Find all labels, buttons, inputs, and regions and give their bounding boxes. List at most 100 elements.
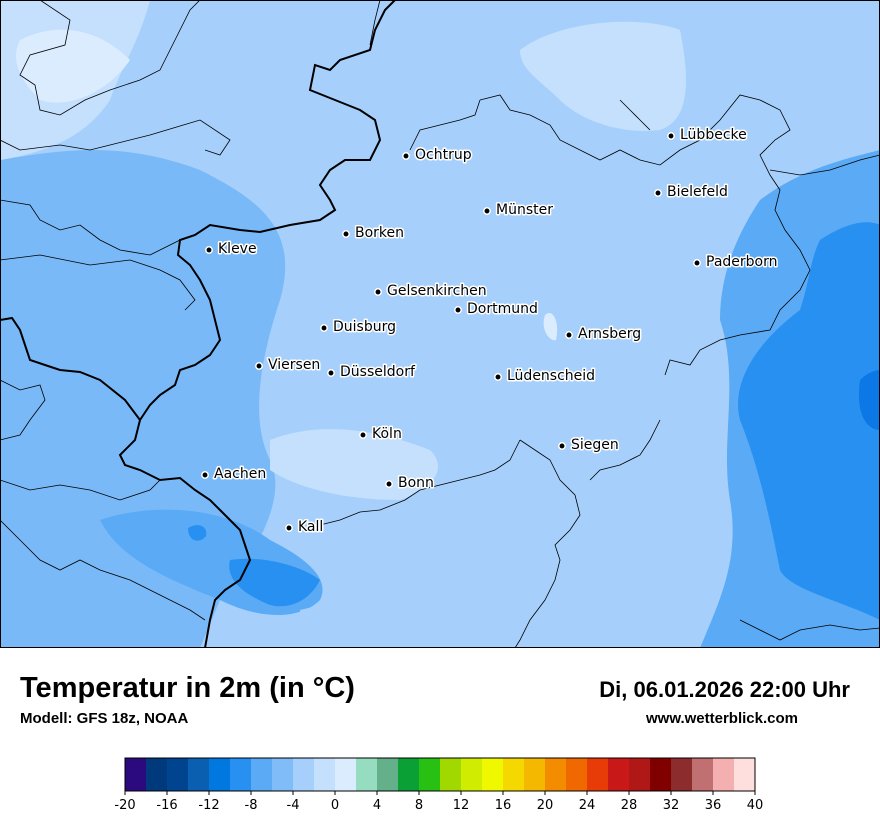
city-label: Aachen	[214, 466, 266, 482]
legend-tick-label: 40	[747, 798, 764, 813]
city-viersen: Viersen	[255, 356, 322, 375]
city-koeln: Köln	[359, 425, 403, 444]
legend-swatch	[440, 758, 462, 791]
legend-frame	[124, 757, 756, 792]
city-label: Kleve	[218, 241, 257, 257]
city-siegen: Siegen	[558, 436, 620, 455]
temperature-zone-eifel-cold	[229, 558, 320, 607]
legend-tick-label: -20	[115, 798, 136, 813]
temperature-zone-rhine	[270, 429, 439, 500]
city-label: Köln	[372, 426, 402, 442]
legend-tick-label: 28	[621, 798, 638, 813]
legend-tick-label: 36	[705, 798, 722, 813]
legend-swatch	[734, 758, 756, 791]
city-muenster: Münster	[483, 201, 555, 220]
legend-tick-label: 8	[415, 798, 423, 813]
city-duesseldorf: Düsseldorf	[327, 363, 417, 382]
legend-swatch	[419, 758, 441, 791]
city-duisburg: Duisburg	[320, 318, 398, 337]
temperature-zone-eifel-spot	[188, 525, 207, 541]
legend-swatch	[230, 758, 252, 791]
city-label: Kall	[298, 519, 323, 535]
legend-swatch	[377, 758, 399, 791]
legend-tick-label: 12	[453, 798, 470, 813]
legend-swatch	[692, 758, 714, 791]
legend-tick-label: 16	[495, 798, 512, 813]
legend-tick-label: -4	[287, 798, 300, 813]
temperature-zone-northwest-light	[16, 29, 131, 103]
temperature-zone-north	[520, 21, 686, 131]
legend-swatch	[713, 758, 735, 791]
city-label: Bielefeld	[667, 184, 728, 200]
legend-swatch	[251, 758, 273, 791]
regional-borders	[0, 0, 880, 648]
city-label: Siegen	[571, 437, 619, 453]
temperature-zone-south	[300, 599, 540, 648]
legend-tick-label: 0	[331, 798, 339, 813]
city-gelsenkirchen: Gelsenkirchen	[374, 282, 488, 301]
legend-swatch	[272, 758, 294, 791]
model-info: Modell: GFS 18z, NOAA	[20, 710, 189, 727]
city-bielefeld: Bielefeld	[654, 183, 729, 202]
legend-swatches	[125, 758, 756, 791]
national-border	[118, 0, 396, 648]
forecast-datetime: Di, 06.01.2026 22:00 Uhr	[599, 677, 850, 702]
city-dortmund: Dortmund	[454, 300, 539, 319]
city-label: Viersen	[268, 357, 320, 373]
legend-swatch	[125, 758, 147, 791]
city-markers: Lübbecke Ochtrup Bielefeld Münster Borke…	[201, 126, 779, 537]
national-border-nl-be	[0, 316, 141, 421]
legend-swatch	[503, 758, 525, 791]
legend-swatch	[629, 758, 651, 791]
legend-swatch	[482, 758, 504, 791]
temperature-map: Lübbecke Ochtrup Bielefeld Münster Borke…	[0, 0, 880, 648]
city-borken: Borken	[342, 224, 406, 243]
legend-swatch	[335, 758, 357, 791]
city-label: Gelsenkirchen	[387, 283, 487, 299]
city-label: Paderborn	[706, 254, 777, 270]
city-label: Düsseldorf	[340, 364, 416, 380]
legend-swatch	[524, 758, 546, 791]
city-label: Lüdenscheid	[507, 368, 595, 384]
legend-tick-label: 32	[663, 798, 680, 813]
legend-tick-label: -8	[245, 798, 258, 813]
legend-swatch	[146, 758, 168, 791]
map-title: Temperatur in 2m (in °C)	[20, 672, 355, 704]
legend-tick-label: 4	[373, 798, 381, 813]
legend-swatch	[608, 758, 630, 791]
city-label: Lübbecke	[680, 127, 747, 143]
legend-tick-label: 24	[579, 798, 596, 813]
website-link[interactable]: www.wetterblick.com	[646, 710, 798, 727]
legend-swatch	[167, 758, 189, 791]
city-label: Münster	[496, 202, 553, 218]
legend-swatch	[314, 758, 336, 791]
legend-tick-label: -12	[198, 798, 219, 813]
city-kleve: Kleve	[205, 240, 258, 259]
legend-swatch	[650, 758, 672, 791]
legend-swatch	[671, 758, 693, 791]
temperature-zone-center	[285, 213, 644, 443]
city-label: Duisburg	[333, 319, 396, 335]
legend-swatch	[293, 758, 315, 791]
legend-tick-label: -16	[156, 798, 177, 813]
legend-ticks: -20 -16 -12 -8 -4 0 4 8 12 16 20 24 28 32 36 40	[114, 791, 764, 813]
legend-swatch	[398, 758, 420, 791]
city-paderborn: Paderborn	[693, 253, 779, 272]
legend-tick-label: 20	[537, 798, 554, 813]
city-label: Dortmund	[467, 301, 538, 317]
temperature-zone-east-cold	[738, 222, 880, 620]
legend-swatch	[209, 758, 231, 791]
legend-swatch	[566, 758, 588, 791]
city-bonn: Bonn	[385, 474, 435, 493]
city-arnsberg: Arnsberg	[565, 325, 643, 344]
temperature-zone-sauerland-spot	[543, 312, 558, 341]
city-label: Ochtrup	[415, 147, 472, 163]
legend-swatch	[188, 758, 210, 791]
city-label: Borken	[355, 225, 404, 241]
temperature-zone-east-coldest	[859, 370, 880, 430]
legend-swatch	[545, 758, 567, 791]
legend-swatch	[587, 758, 609, 791]
legend-swatch	[356, 758, 378, 791]
city-luebbecke: Lübbecke	[667, 126, 748, 145]
city-aachen: Aachen	[201, 465, 268, 484]
